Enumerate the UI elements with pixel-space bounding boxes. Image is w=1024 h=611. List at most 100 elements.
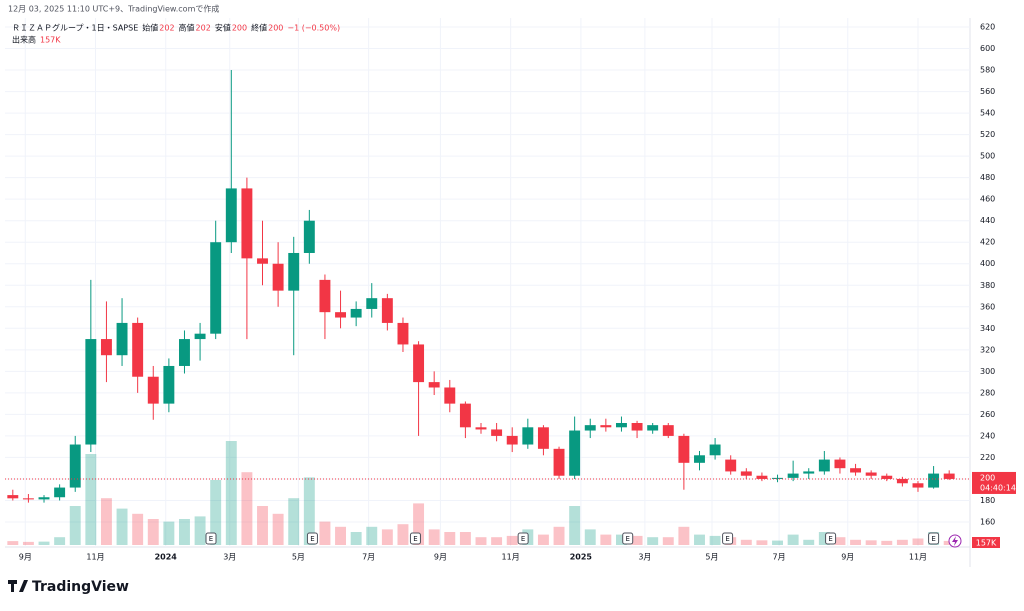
y-tick-label: 600: [980, 44, 995, 53]
last-price-label: 200: [980, 473, 995, 482]
volume-bar: [116, 508, 128, 545]
y-tick-label: 280: [980, 388, 995, 397]
y-tick-label: 420: [980, 238, 995, 247]
volume-bar: [662, 537, 674, 545]
y-tick-label: 520: [980, 130, 995, 139]
legend-value: 200: [268, 24, 283, 33]
candle-body: [881, 475, 893, 479]
legend-label: 高値: [179, 23, 195, 33]
candle-body: [475, 427, 487, 430]
earnings-label: E: [931, 535, 935, 543]
volume-badge-text: 157K: [976, 539, 997, 548]
legend-label: 終値: [251, 23, 267, 33]
candle-body: [491, 429, 503, 436]
candle-body: [22, 498, 34, 500]
candle-body: [600, 425, 612, 428]
candle-body: [132, 322, 144, 377]
y-tick-label: 400: [980, 259, 995, 268]
y-tick-label: 380: [980, 281, 995, 290]
created-note: 12月 03, 2025 11:10 UTC+9、TradingView.com…: [8, 4, 219, 14]
candle-body: [850, 468, 862, 473]
volume-bar: [147, 519, 159, 545]
volume-bar: [413, 503, 425, 545]
candle-body: [584, 425, 596, 431]
candle-body: [787, 473, 799, 478]
candle-body: [335, 312, 347, 318]
earnings-label: E: [413, 535, 417, 543]
volume-bar: [631, 535, 643, 545]
y-tick-label: 500: [980, 152, 995, 161]
volume-bar: [678, 526, 690, 545]
legend-label: 安値: [215, 23, 231, 33]
candle-body: [272, 263, 284, 291]
candle-body: [912, 483, 924, 488]
y-tick-label: 440: [980, 216, 995, 225]
volume-bar: [444, 532, 456, 545]
candle-body: [803, 471, 815, 474]
volume-bar: [7, 541, 19, 545]
volume-bar: [241, 472, 253, 545]
volume-badge: [972, 537, 1000, 548]
volume-bar: [491, 537, 503, 545]
y-tick-label: 540: [980, 109, 995, 118]
candle-body: [179, 339, 190, 366]
volume-bar: [694, 534, 705, 545]
y-tick-label: 240: [980, 431, 995, 440]
volume-bar: [834, 537, 846, 545]
candle-body: [818, 459, 830, 472]
x-tick-label: 5月: [705, 553, 718, 562]
candle-body: [225, 188, 237, 243]
x-tick-label: 2024: [155, 553, 178, 562]
candle-body: [631, 423, 643, 431]
volume-bar: [584, 529, 596, 545]
candle-body: [725, 459, 737, 472]
y-tick-label: 460: [980, 195, 995, 204]
earnings-marker: [722, 532, 734, 545]
volume-bar: [818, 532, 830, 545]
volume-bar: [772, 540, 783, 545]
earnings-marker: [205, 532, 217, 545]
legend-value: 200: [232, 24, 247, 33]
candle-body: [756, 475, 768, 479]
x-tick-label: 11月: [86, 553, 104, 562]
x-tick-label: 2025: [570, 553, 593, 562]
volume-bar: [335, 526, 347, 545]
volume-bar: [38, 541, 50, 545]
volume-bar: [257, 506, 268, 545]
volume-bar: [54, 537, 66, 545]
candle-body: [615, 423, 627, 428]
candle-body: [319, 279, 331, 313]
volume-bar: [881, 540, 893, 545]
candle-body: [896, 478, 908, 484]
volume-bar: [69, 506, 81, 545]
y-tick-label: 220: [980, 453, 995, 462]
y-tick-label: 560: [980, 87, 995, 96]
candle-body: [865, 472, 877, 476]
x-tick-label: 7月: [362, 553, 375, 562]
candle-body: [428, 382, 440, 388]
volume-bar: [163, 521, 175, 545]
candle-body: [210, 242, 222, 334]
symbol: ＲＩＺＡＰグループ・1日・SAPSE: [12, 23, 138, 33]
candle-body: [163, 365, 175, 404]
legend-value: 202: [159, 24, 174, 33]
volume-bar: [210, 480, 222, 545]
volume-bar: [896, 539, 908, 545]
volume-bar: [912, 538, 924, 545]
candle-body: [413, 344, 425, 383]
candle-body: [506, 435, 518, 445]
volume-bar: [381, 529, 393, 545]
volume-bar: [506, 535, 518, 545]
candle-body: [257, 258, 268, 264]
volume-title: 出来高: [12, 35, 36, 45]
y-tick-label: 260: [980, 410, 995, 419]
volume-bar: [787, 534, 799, 545]
volume-bar: [600, 534, 612, 545]
y-tick-label: 480: [980, 173, 995, 182]
earnings-label: E: [725, 535, 729, 543]
y-tick-label: 620: [980, 23, 995, 32]
y-tick-label: 320: [980, 345, 995, 354]
x-tick-label: 5月: [292, 553, 305, 562]
x-tick-label: 11月: [502, 553, 520, 562]
candle-body: [928, 473, 940, 488]
